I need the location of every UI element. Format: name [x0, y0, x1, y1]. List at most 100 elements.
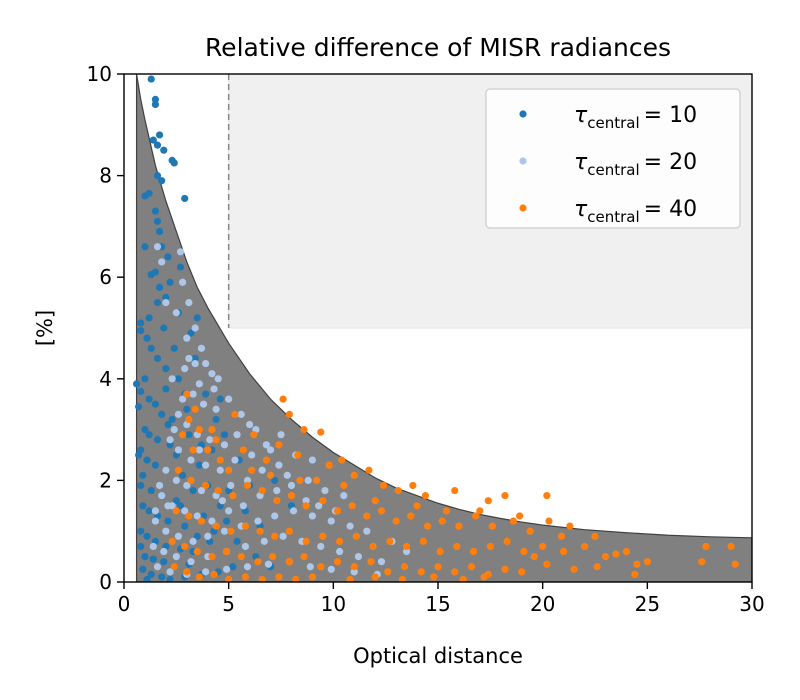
data-point	[386, 537, 394, 545]
data-point	[580, 542, 589, 551]
legend: τcentral = 10 τcentral = 20 τcentral = 40	[485, 88, 741, 229]
data-point	[137, 326, 145, 335]
data-point	[631, 570, 639, 578]
data-point	[183, 334, 191, 342]
data-point	[141, 243, 149, 251]
data-point	[698, 558, 706, 566]
data-point	[260, 537, 268, 545]
data-point	[147, 570, 155, 578]
data-point	[438, 517, 446, 525]
data-point	[164, 502, 172, 510]
data-point	[137, 542, 145, 551]
data-point	[308, 573, 316, 581]
data-point	[174, 532, 183, 540]
data-point	[166, 436, 174, 444]
data-point	[233, 431, 241, 439]
data-point	[419, 537, 427, 545]
data-point	[336, 547, 344, 556]
data-point	[185, 431, 193, 439]
data-point	[377, 507, 386, 515]
data-point	[181, 522, 189, 530]
data-point	[222, 547, 231, 556]
data-point	[336, 537, 344, 545]
y-tick-label: 2	[99, 468, 112, 492]
data-point	[151, 268, 159, 276]
data-point	[151, 461, 159, 469]
y-axis: 0 2 4 6 8 10	[87, 62, 124, 594]
data-point	[216, 456, 224, 464]
data-point	[155, 131, 164, 139]
data-point	[145, 431, 153, 439]
data-point	[539, 542, 547, 551]
data-point	[179, 431, 187, 439]
data-point	[300, 426, 308, 434]
data-point	[155, 283, 164, 291]
data-point	[160, 324, 168, 332]
data-point	[183, 405, 191, 413]
data-point	[206, 436, 214, 444]
data-point	[153, 563, 162, 571]
data-point	[187, 476, 195, 484]
data-point	[166, 441, 174, 449]
data-point	[162, 293, 170, 302]
data-point	[176, 263, 185, 271]
data-point	[264, 560, 273, 568]
data-point	[195, 446, 203, 454]
data-point	[296, 476, 304, 484]
data-point	[423, 522, 432, 530]
data-point	[147, 344, 155, 352]
data-point	[195, 573, 203, 581]
data-point	[246, 420, 254, 429]
series-1	[132, 75, 296, 582]
data-point	[273, 486, 281, 495]
data-point	[141, 553, 149, 561]
data-point	[179, 278, 187, 286]
data-point	[212, 405, 220, 413]
data-point	[193, 547, 201, 556]
data-point	[143, 575, 151, 582]
data-point	[155, 227, 164, 236]
data-point	[181, 507, 189, 515]
data-point	[202, 481, 210, 490]
data-point	[172, 476, 180, 484]
data-point	[352, 532, 360, 540]
data-point	[346, 522, 354, 530]
data-point	[413, 502, 421, 510]
data-point	[141, 375, 149, 383]
data-point	[258, 486, 266, 495]
data-point	[266, 471, 275, 479]
data-point	[350, 563, 358, 571]
data-point	[220, 527, 229, 535]
data-point	[181, 542, 189, 551]
data-point	[516, 512, 524, 520]
data-point	[137, 387, 145, 396]
data-point	[271, 512, 279, 520]
data-point	[170, 344, 178, 352]
data-point	[147, 486, 155, 495]
data-point	[191, 324, 199, 332]
data-point	[181, 365, 189, 373]
data-point	[300, 553, 308, 561]
data-point	[262, 456, 270, 464]
data-point	[292, 575, 300, 582]
data-point	[220, 431, 229, 439]
data-point	[153, 172, 162, 180]
data-point	[132, 380, 141, 388]
data-point	[277, 431, 285, 439]
legend-marker	[519, 157, 527, 165]
data-point	[214, 375, 222, 383]
data-point	[403, 547, 411, 556]
data-point	[350, 568, 358, 576]
data-point	[153, 354, 162, 363]
data-point	[185, 299, 193, 307]
data-point	[509, 517, 517, 525]
data-point	[233, 537, 241, 545]
data-point	[363, 527, 371, 535]
data-point	[176, 502, 185, 510]
data-point	[231, 456, 239, 464]
legend-marker	[519, 110, 527, 118]
data-point	[202, 390, 210, 398]
data-point	[566, 522, 574, 530]
data-point	[185, 512, 193, 520]
